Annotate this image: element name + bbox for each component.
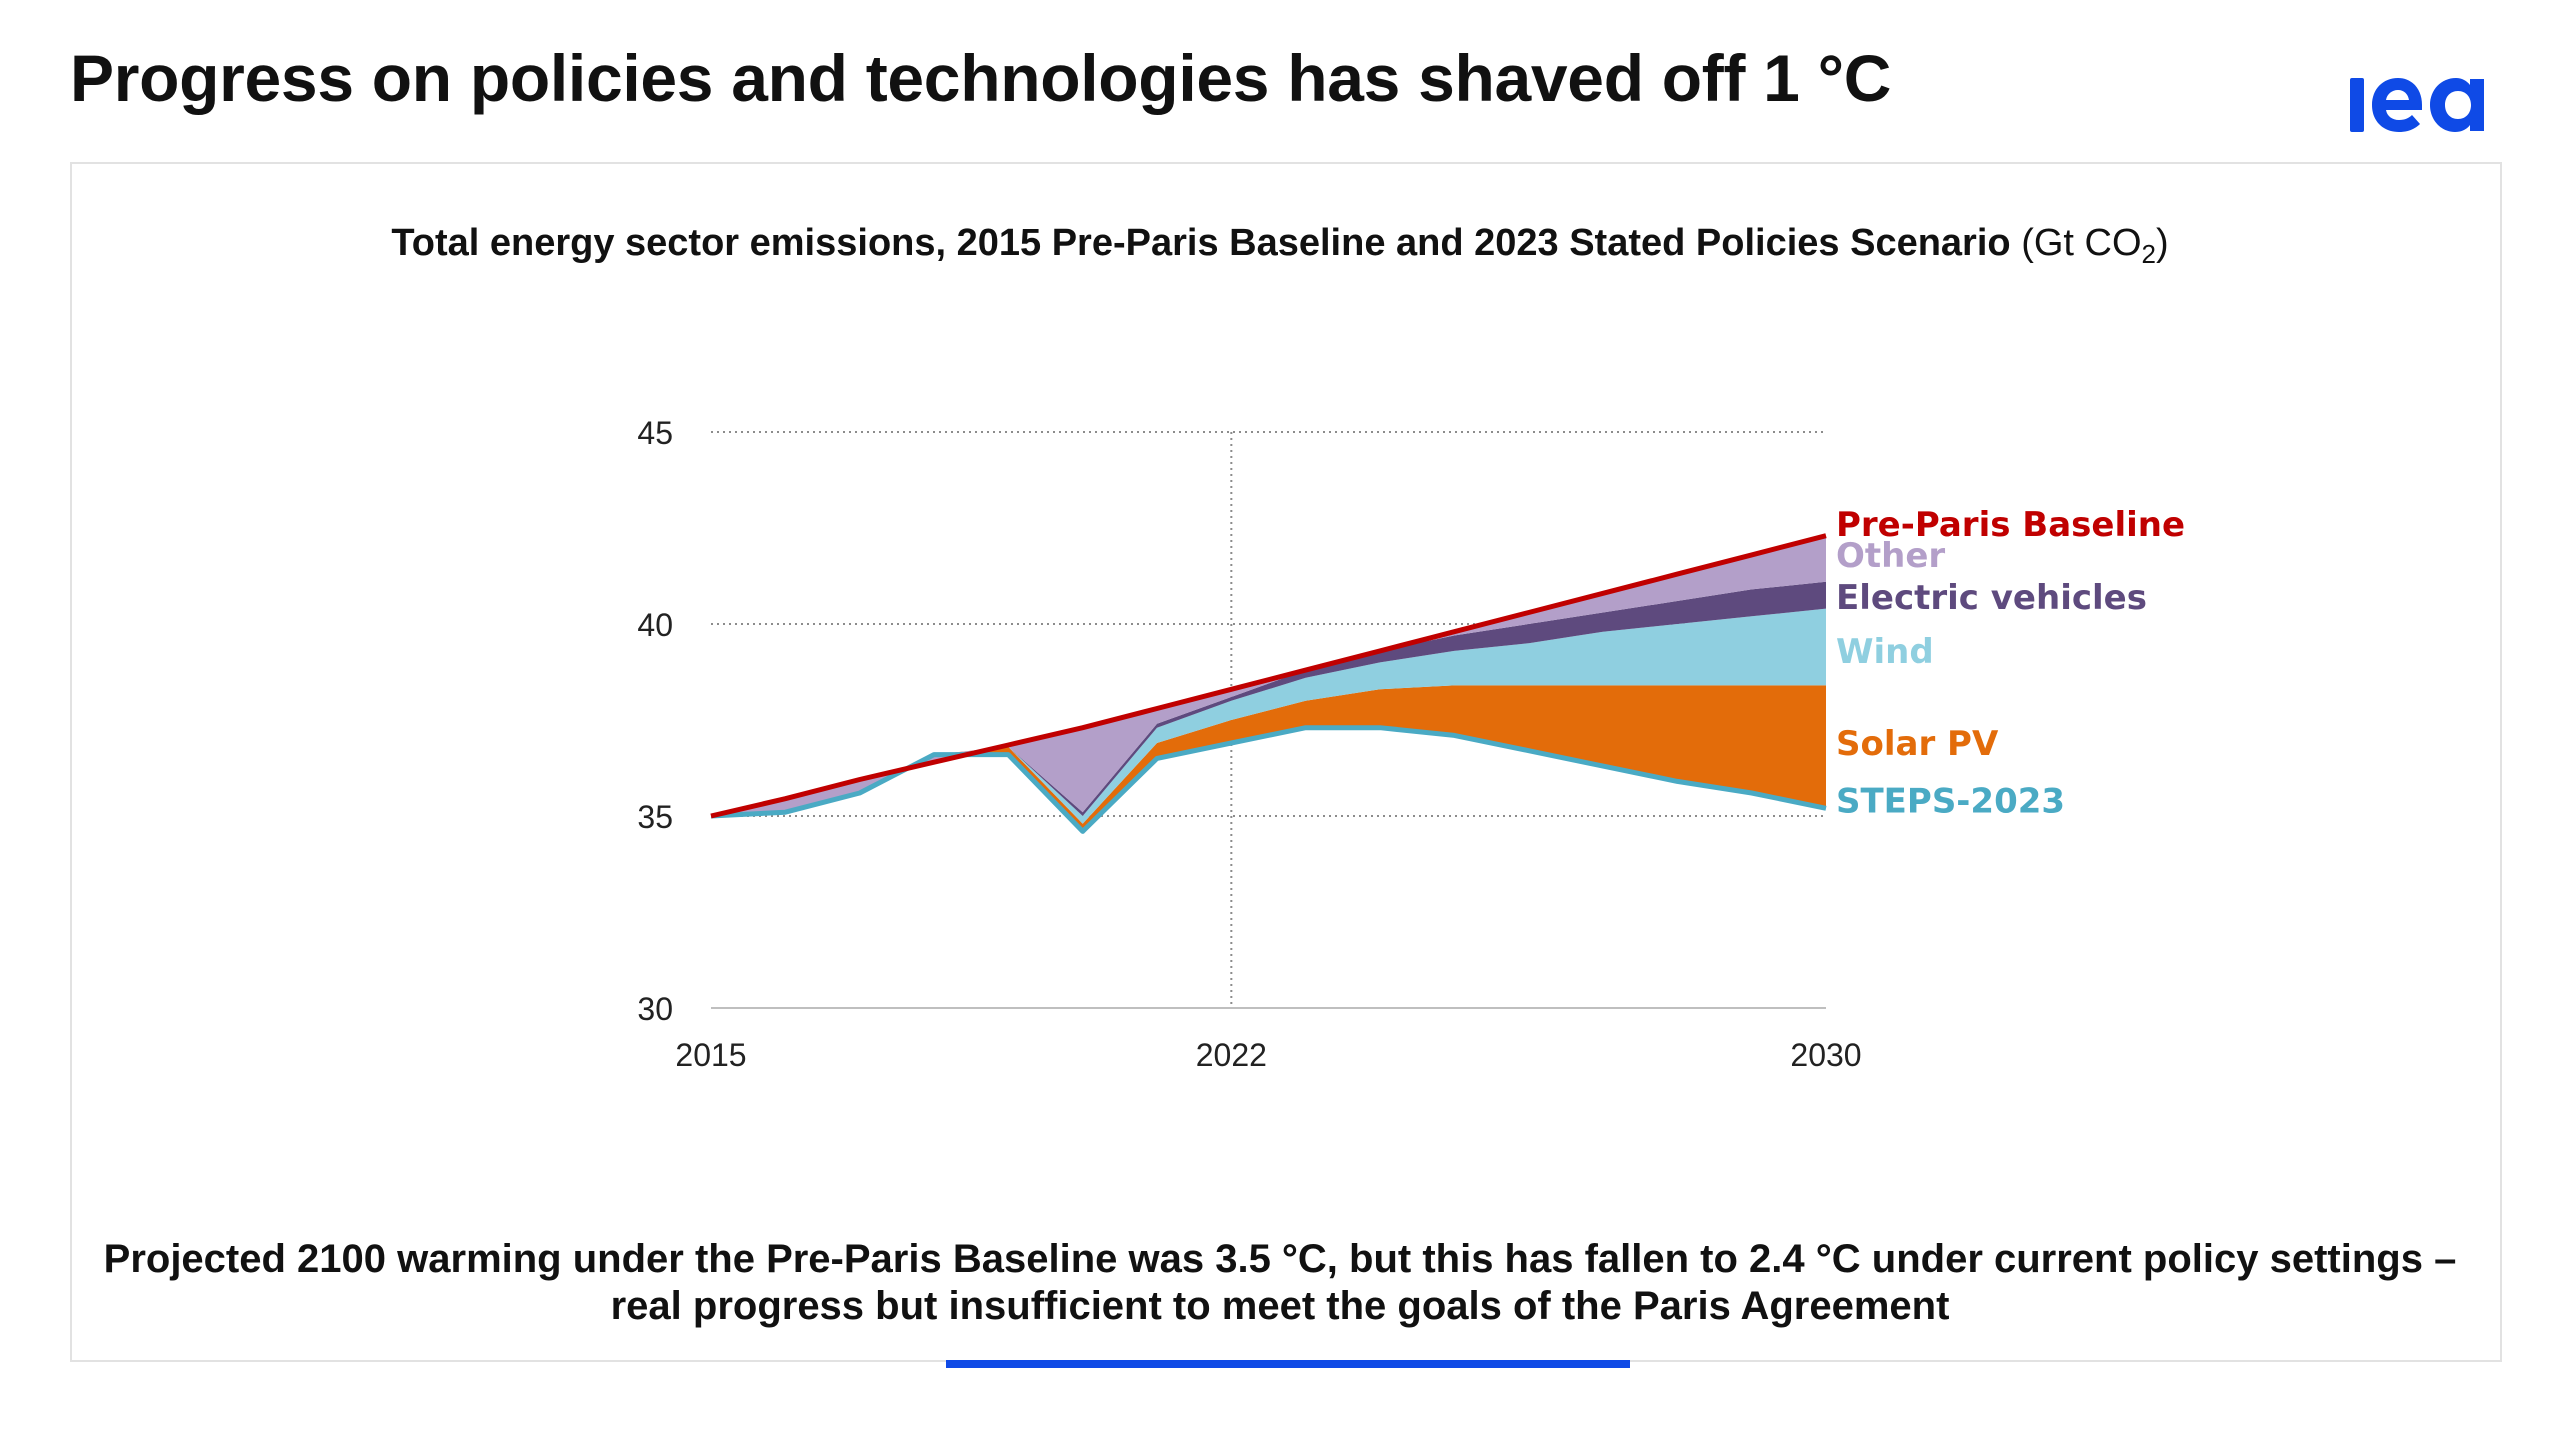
- iea-logo: [2350, 78, 2484, 132]
- area-wind: [711, 608, 1826, 824]
- y-tick-label: 35: [637, 799, 673, 835]
- y-tick-label: 45: [637, 415, 673, 451]
- tick-layer: 30 35 40 45 2015 2022 2030: [637, 415, 1861, 1073]
- x-tick-label: 2015: [675, 1037, 746, 1073]
- legend-label-solar-pv: Solar PV: [1836, 724, 1999, 764]
- legend-label-wind: Wind: [1836, 632, 1934, 672]
- legend-label-electric-vehicles: Electric vehicles: [1836, 578, 2147, 618]
- legend-label-pre-paris-baseline: Pre-Paris Baseline: [1836, 505, 2185, 545]
- legend-label-steps-2023: STEPS-2023: [1836, 782, 2065, 822]
- page-title: Progress on policies and technologies ha…: [70, 41, 1892, 115]
- line-steps-2023: [710, 725, 1827, 834]
- area-solar-pv: [711, 685, 1826, 832]
- chart-title-unit: (Gt CO2): [2021, 222, 2169, 269]
- unit-subscript: 2: [2141, 239, 2156, 269]
- line-layer: [710, 533, 1827, 834]
- chart-title: Total energy sector emissions, 2015 Pre-…: [0, 222, 2560, 270]
- unit-prefix: (Gt CO: [2021, 222, 2142, 264]
- area-layer: [711, 535, 1826, 832]
- x-tick-label: 2022: [1196, 1037, 1267, 1073]
- line-pre-paris-baseline: [710, 533, 1827, 819]
- x-tick-label: 2030: [1790, 1037, 1861, 1073]
- area-electric-vehicles: [711, 581, 1826, 816]
- legend-label-other: Other: [1836, 536, 1945, 576]
- chart-title-main: Total energy sector emissions, 2015 Pre-…: [391, 222, 2011, 264]
- chart-panel: [70, 162, 2502, 1362]
- accent-bar: [946, 1360, 1630, 1368]
- y-tick-label: 30: [637, 991, 673, 1027]
- footnote: Projected 2100 warming under the Pre-Par…: [103, 1237, 2457, 1328]
- y-tick-label: 40: [637, 607, 673, 643]
- unit-suffix: ): [2155, 222, 2169, 264]
